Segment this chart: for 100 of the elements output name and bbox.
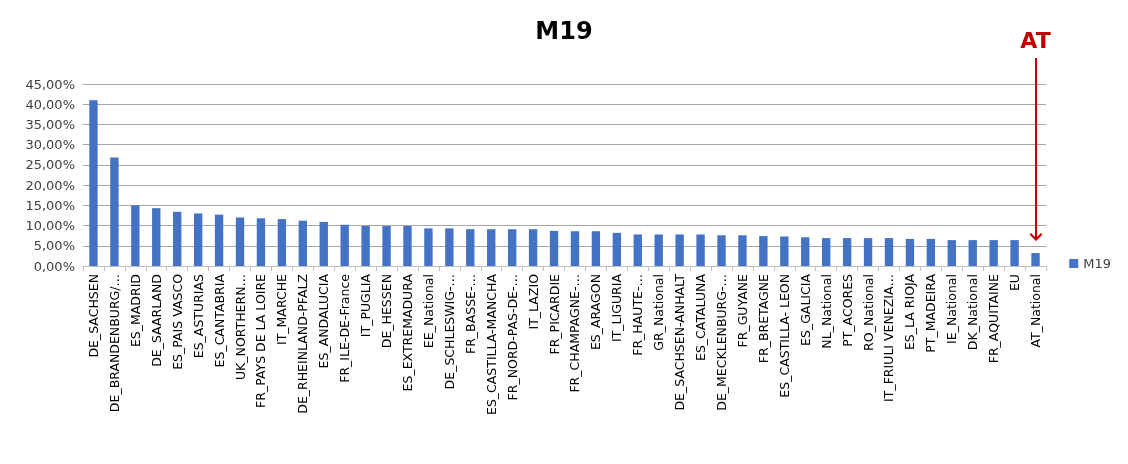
bar [110, 157, 119, 266]
bar [131, 205, 140, 266]
y-tick-label: 15,00% [25, 197, 75, 213]
bar [1031, 253, 1040, 266]
y-tick-label: 5,00% [33, 238, 75, 254]
x-tick-label: FR_AQUITAINE [986, 273, 1002, 364]
text: AT [1019, 28, 1052, 54]
x-tick-label: DE_SAARLAND [148, 274, 164, 367]
x-tick-label: NL_National [818, 274, 834, 349]
x-tick-label: DE_HESSEN [379, 274, 395, 349]
bar [340, 224, 349, 266]
y-tick-label: 35,00% [25, 116, 75, 132]
bar [277, 219, 287, 266]
bar [947, 240, 956, 266]
bar [319, 221, 328, 266]
bar [591, 231, 601, 266]
x-tick-label: IE_National [944, 274, 960, 344]
x-tick-label: FR_CHAMPAGNE-… [567, 274, 583, 393]
x-tick-label: ES_CATALUNA [693, 273, 709, 361]
x-tick-label: DE_SACHSEN-ANHALT [672, 273, 688, 411]
x-tick-label: DE_SACHSEN [85, 274, 101, 358]
x-tick-label: ES_MADRID [127, 274, 143, 348]
x-tick-label: PT_ACORES [839, 273, 855, 347]
bar [780, 236, 789, 266]
x-tick-label: ES_ASTURIAS [190, 273, 206, 359]
legend-label: M19 [1083, 256, 1112, 271]
bar [528, 229, 538, 266]
x-tick-label: ES_EXTREMADURA [399, 273, 415, 392]
x-tick-label: AT_National [1028, 274, 1044, 348]
y-tick-label: 10,00% [25, 218, 75, 234]
bar [507, 229, 517, 266]
bar [968, 240, 977, 266]
bar [759, 236, 768, 266]
bar [884, 238, 894, 266]
bar [235, 217, 245, 266]
x-tick-label: DK_National [965, 274, 981, 351]
x-tick-label: ES_CASTILLA-MANCHA [483, 273, 499, 415]
x-tick-label: FR_PAYS DE LA LOIRE [253, 273, 269, 408]
chart-title: M19 [535, 17, 593, 45]
x-tick-label: UK_NORTHERN… [232, 274, 248, 381]
x-tick-label: DE_MECKLENBURG-… [714, 274, 730, 411]
bar [403, 225, 412, 266]
x-tick-label: IT_MARCHE [274, 273, 290, 345]
x-tick-label: FR_HAUTE-… [630, 274, 646, 356]
bar [298, 220, 307, 266]
x-tick-label: ES_ANDALUCIA [316, 273, 332, 369]
y-tick-label: 25,00% [25, 157, 75, 173]
x-tick-label: DE_SCHLESWIG-… [441, 274, 457, 390]
y-tick-label: 30,00% [25, 137, 75, 153]
x-tick-label: DE_BRANDENBURG/… [106, 274, 122, 413]
bar [675, 234, 684, 266]
x-tick-label: PT_MADEIRA [923, 273, 939, 353]
bar [173, 211, 182, 266]
x-tick-label: ES_CASTILLA- LEON [776, 274, 792, 398]
x-tick-label: ES_PAIS VASCO [169, 273, 185, 370]
x-tick-label: FR_NORD-PAS-DE-… [504, 274, 520, 401]
y-tick-label: 20,00% [25, 177, 75, 193]
bar [152, 208, 161, 266]
x-tick-label: IT_LAZIO [525, 273, 541, 330]
bar [193, 213, 203, 266]
y-tick-label: 40,00% [25, 96, 75, 112]
bar [361, 225, 370, 266]
x-tick-label: DE_RHEINLAND-PFALZ [295, 274, 311, 414]
bar [549, 230, 559, 266]
x-tick-label: GR_National [651, 274, 667, 351]
bar [424, 228, 433, 266]
x-tick-label: ES_GALICIA [797, 273, 813, 346]
y-tick-label: 0,00% [33, 258, 75, 274]
bar [926, 238, 936, 266]
x-tick-label: RO_National [860, 274, 876, 351]
x-tick-label: IT_LIGURIA [609, 273, 625, 342]
bar [633, 234, 642, 266]
bar [738, 235, 747, 266]
x-tick-label: FR_BRETAGNE [755, 273, 771, 364]
x-tick-label: FR_ILE-DE-France [337, 273, 353, 383]
bar [696, 234, 705, 266]
bar [89, 100, 98, 266]
bar [863, 238, 873, 266]
x-tick-label: IT_FRIULI VENEZIA… [881, 274, 897, 402]
bar [382, 225, 391, 266]
bar [487, 229, 496, 266]
bar [612, 232, 622, 266]
x-tick-label: EU [1007, 274, 1023, 292]
x-tick-label: IT_PUGLIA [358, 273, 374, 338]
bar [822, 238, 831, 266]
bar [654, 234, 663, 266]
x-tick-label: ES_LA RIOJA [902, 273, 918, 351]
bar [466, 229, 475, 266]
bar [1010, 240, 1019, 266]
x-tick-label: FR_BASSE-… [462, 274, 478, 355]
bar [717, 235, 726, 266]
bar [256, 218, 266, 266]
x-tick-label: FR_PICARDIE [546, 273, 562, 355]
y-tick-label: 45,00% [25, 76, 75, 92]
bar [842, 238, 852, 266]
x-tick-label: FR_GUYANE [734, 273, 750, 348]
bar [570, 231, 580, 266]
x-tick-label: ES_CANTABRIA [211, 273, 227, 368]
bar [905, 238, 915, 266]
x-tick-label: ES_ARAGON [588, 274, 604, 351]
